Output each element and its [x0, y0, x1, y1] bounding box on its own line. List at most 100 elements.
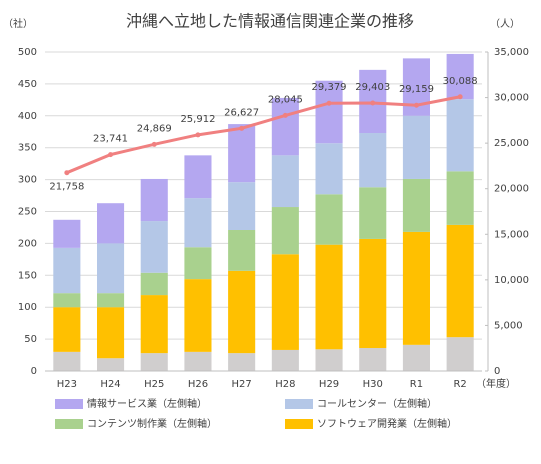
legend-label: コールセンター（左側軸）: [317, 397, 437, 410]
y2-tick-label: 10,000: [494, 275, 529, 286]
bar-segment: [271, 155, 299, 208]
line-marker: [195, 132, 201, 138]
y-tick-label: 250: [18, 207, 37, 218]
line-marker: [151, 141, 157, 147]
bar-segment: [402, 231, 430, 345]
line-marker: [239, 125, 245, 131]
y-tick-label: 400: [18, 111, 37, 122]
data-label: 21,758: [49, 182, 84, 193]
y2-axis-title: （人）: [490, 18, 520, 30]
data-label: 30,088: [443, 76, 478, 87]
line-marker: [457, 94, 463, 100]
bar-segment: [53, 293, 81, 308]
bar-segment: [140, 272, 168, 296]
y2-tick-label: 30,000: [494, 93, 529, 104]
y-tick-label: 450: [18, 79, 37, 90]
x-tick-label: H28: [275, 379, 295, 390]
y-tick-label: 500: [18, 47, 37, 58]
bar-segment: [184, 351, 212, 371]
bar-segment: [359, 238, 387, 349]
bar-segment: [315, 143, 343, 195]
legend-label: コンテンツ制作業（左側軸）: [87, 417, 217, 430]
y2-tick-label: 5,000: [494, 320, 523, 331]
bar-segment: [271, 97, 299, 156]
x-tick-label: H29: [319, 379, 339, 390]
bar-segment: [402, 115, 430, 179]
bar-segment: [359, 133, 387, 188]
bar-segment: [446, 53, 474, 100]
bar-segment: [97, 307, 125, 359]
legend-swatch: [285, 419, 313, 429]
bar-segment: [271, 349, 299, 371]
bar-segment: [53, 219, 81, 248]
x-tick-label: H30: [363, 379, 383, 390]
x-axis-title: （年度）: [476, 377, 516, 390]
legend-swatch: [285, 399, 313, 409]
data-label: 25,912: [180, 114, 215, 125]
x-tick-label: R1: [410, 379, 423, 390]
line-marker: [108, 152, 114, 158]
x-tick-label: H25: [144, 379, 164, 390]
bar-segment: [140, 178, 168, 222]
line-marker: [64, 170, 70, 176]
bar-segment: [228, 353, 256, 371]
bar-segment: [53, 307, 81, 352]
bar-segment: [446, 224, 474, 338]
x-tick-label: H27: [232, 379, 252, 390]
data-label: 24,869: [137, 123, 172, 134]
bar-segment: [446, 99, 474, 172]
bar-segment: [446, 337, 474, 371]
bar-segment: [140, 221, 168, 273]
bar-segment: [271, 254, 299, 350]
y2-tick-label: 20,000: [494, 184, 529, 195]
bar-segment: [184, 247, 212, 280]
bar-segment: [271, 207, 299, 255]
x-tick-label: H23: [57, 379, 77, 390]
y-tick-label: 150: [18, 270, 37, 281]
bar-segment: [53, 247, 81, 294]
bar-segment: [53, 351, 81, 371]
bar-segment: [359, 348, 387, 371]
y-tick-label: 100: [18, 302, 37, 313]
bar-segment: [184, 198, 212, 248]
y-tick-label: 300: [18, 175, 37, 186]
bar-segment: [97, 358, 125, 371]
bar-segment: [228, 230, 256, 271]
bar-segment: [97, 203, 125, 244]
data-label: 28,045: [268, 94, 303, 105]
y-tick-label: 0: [31, 366, 37, 377]
x-tick-label: H26: [188, 379, 208, 390]
y2-tick-label: 0: [494, 366, 500, 377]
x-tick-label: H24: [100, 379, 120, 390]
bar-segment: [446, 171, 474, 225]
data-label: 29,159: [399, 84, 434, 95]
legend-swatch: [55, 419, 83, 429]
bar-segment: [402, 344, 430, 371]
bar-segment: [184, 155, 212, 199]
y-tick-label: 200: [18, 238, 37, 249]
data-label: 29,403: [355, 82, 390, 93]
line-marker: [413, 102, 419, 108]
line-marker: [326, 100, 332, 106]
bar-segment: [315, 244, 343, 350]
y2-tick-label: 15,000: [494, 229, 529, 240]
bar-segment: [315, 194, 343, 245]
line-marker: [370, 100, 376, 106]
data-label: 23,741: [93, 134, 128, 145]
bar-segment: [228, 124, 256, 183]
chart-title: 沖縄へ立地した情報通信関連企業の推移: [126, 12, 414, 31]
y-tick-label: 50: [24, 334, 37, 345]
line-marker: [282, 112, 288, 118]
x-tick-label: R2: [453, 379, 466, 390]
data-label: 29,379: [312, 82, 347, 93]
bar-segment: [140, 295, 168, 354]
y2-tick-label: 25,000: [494, 138, 529, 149]
bar-segment: [97, 243, 125, 294]
legend-swatch: [55, 399, 83, 409]
bar-segment: [402, 178, 430, 232]
bar-segment: [97, 293, 125, 308]
bar-segment: [315, 80, 343, 144]
bar-segment: [140, 353, 168, 371]
bar-segment: [315, 349, 343, 371]
